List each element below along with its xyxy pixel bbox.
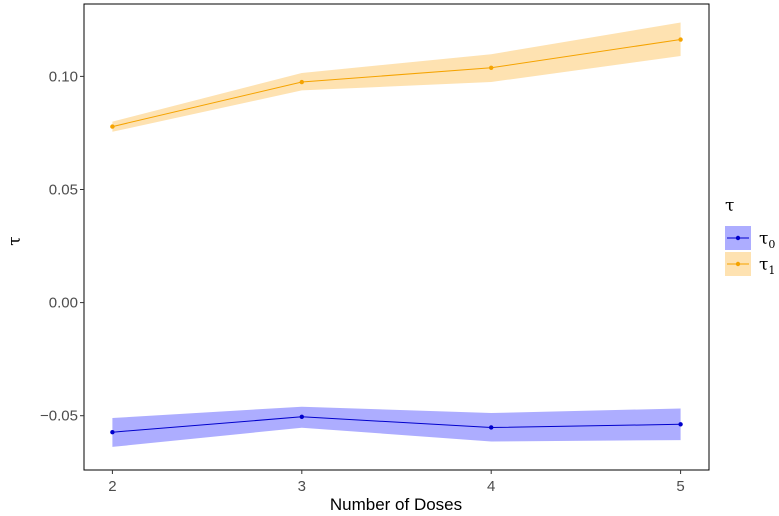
confidence-bands [112,22,681,447]
y-tick-label: 0.05 [49,181,78,198]
legend: τ τ0 τ1 [725,196,775,277]
y-axis-title: τ [5,236,25,245]
y-tick-label: 0.00 [49,295,78,312]
x-axis: 2 3 4 5 [108,470,685,495]
y-tick-label: −0.05 [40,408,78,425]
point-tau0 [110,430,115,435]
band-tau0 [112,406,681,447]
x-tick-label: 5 [676,478,684,495]
legend-key-point [735,261,741,267]
legend-label-tau0: τ0 [759,229,775,251]
point-tau1 [678,37,683,42]
y-tick-label: 0.10 [49,68,78,85]
plot-panel-border [83,3,710,471]
y-axis: −0.05 0.00 0.05 0.10 [40,68,84,425]
band-tau1 [112,22,681,132]
point-tau0 [678,422,683,427]
legend-key-point [735,235,741,241]
point-tau1 [299,79,305,85]
x-tick-label: 4 [487,478,495,495]
x-tick-label: 3 [298,478,306,495]
legend-item-tau0: τ0 [725,226,775,251]
point-tau0 [299,414,305,420]
series-points [110,37,683,435]
series-lines [112,39,681,433]
legend-item-tau1: τ1 [725,252,775,277]
line-tau0 [112,416,681,433]
point-tau1 [110,124,115,129]
point-tau0 [488,425,494,430]
legend-label-tau1: τ1 [759,255,775,277]
x-tick-label: 2 [108,478,116,495]
x-axis-title: Number of Doses [330,495,462,514]
line-tau1 [112,39,681,128]
legend-title: τ [725,196,734,216]
point-tau1 [488,65,494,70]
